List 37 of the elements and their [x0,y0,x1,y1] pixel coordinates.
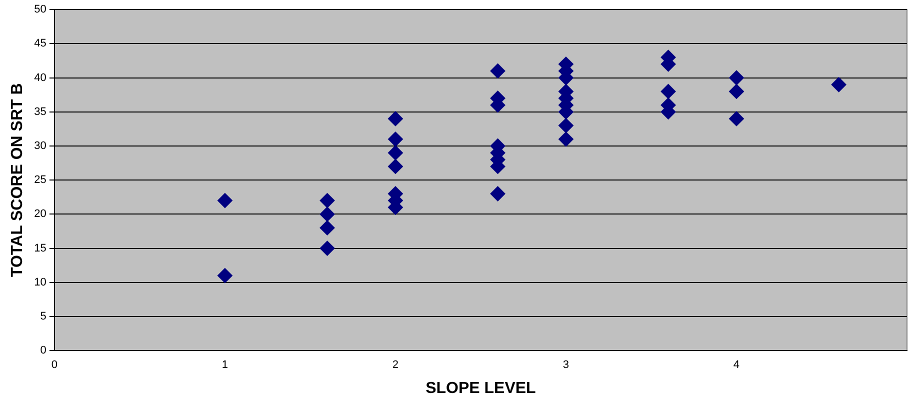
point [728,70,744,86]
point [217,268,232,284]
x-tick-label: 1 [222,359,228,372]
point [217,193,232,208]
x-axis-title: SLOPE LEVEL [426,380,536,397]
point [320,220,335,236]
y-tick-label: 50 [34,4,46,16]
y-axis-title: TOTAL SCORE ON SRT B [9,83,26,277]
y-tick-label: 15 [34,242,46,254]
y-tick-label: 25 [34,174,46,186]
x-tick-label: 3 [562,359,570,372]
x-tick-label: 2 [392,359,399,372]
point [728,111,744,126]
y-tick-label: 5 [40,310,46,323]
y-tick-label: 0 [40,344,46,357]
point [490,63,506,78]
point [388,158,403,174]
point [320,206,335,222]
x-tick-label: 0 [51,359,58,372]
y-tick-label: 40 [34,72,46,84]
y-tick-label: 20 [34,208,46,220]
point [388,111,403,126]
point [558,118,574,134]
point [728,84,744,99]
x-tick-label: 4 [733,359,740,372]
point [320,193,335,208]
point [320,240,335,256]
y-tick-label: 30 [34,140,46,152]
y-tick-label: 45 [34,38,46,50]
point [490,186,506,202]
point [388,145,403,160]
point [388,132,403,147]
point [660,84,676,99]
y-tick-label: 10 [34,276,46,288]
point [558,132,574,147]
y-tick-label: 35 [34,106,46,118]
point [831,77,846,92]
